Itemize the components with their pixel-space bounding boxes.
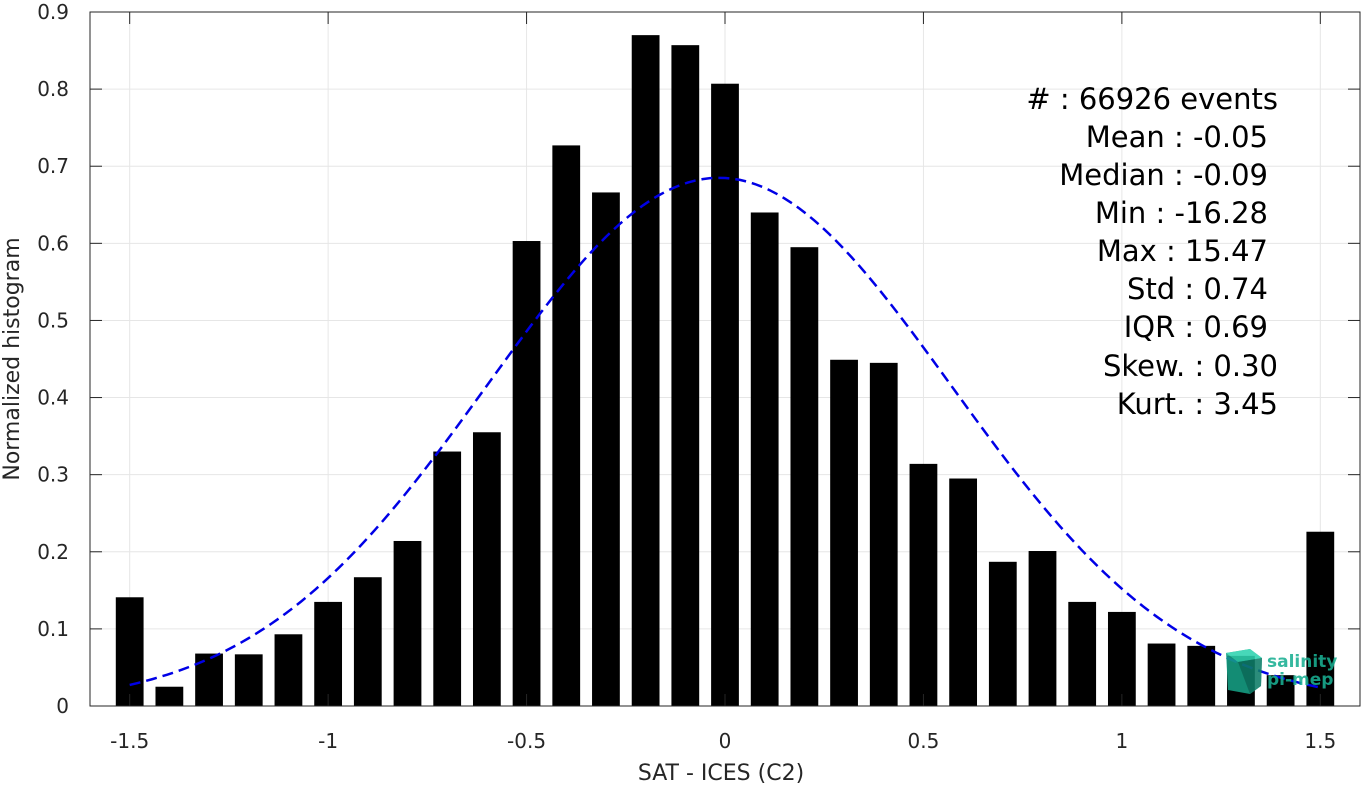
stat-events: # : 66926 events — [1026, 82, 1278, 116]
histogram-bar — [1107, 611, 1136, 706]
histogram-bar — [195, 653, 223, 706]
x-tick-label: 1.5 — [1304, 729, 1336, 753]
histogram-bar — [314, 601, 343, 706]
logo-text-salinity: salinity — [1267, 652, 1337, 672]
histogram-bar — [433, 451, 462, 706]
histogram-bar — [1306, 531, 1335, 706]
histogram-bar — [353, 577, 382, 706]
y-tick-label: 0 — [56, 694, 69, 718]
histogram-bar — [949, 478, 978, 706]
y-tick-label: 0.6 — [37, 231, 69, 255]
histogram-bar — [552, 145, 581, 706]
x-tick-label: 0 — [719, 729, 732, 753]
x-tick-label: -1.5 — [110, 729, 149, 753]
histogram-bar — [711, 83, 739, 707]
gaussian-fit-line — [129, 176, 1321, 689]
histogram-bar — [869, 362, 898, 706]
histogram-bar — [790, 247, 819, 706]
y-axis-label: Normalized histogram — [0, 237, 25, 480]
stat-kurt: Kurt. : 3.45 — [1117, 387, 1278, 421]
salinity-pimep-logo: salinity pi-mep — [1226, 649, 1337, 694]
gaussian-fit — [129, 176, 1321, 689]
histogram-bar — [393, 540, 422, 706]
y-tick-label: 0.4 — [37, 386, 69, 410]
histogram-bar — [234, 654, 263, 706]
y-tick-label: 0.1 — [37, 617, 69, 641]
logo-text-pimep: pi-mep — [1267, 670, 1333, 690]
stat-max: Max : 15.47 — [1097, 234, 1268, 268]
y-tick-label: 0.5 — [37, 308, 69, 332]
stat-std: Std : 0.74 — [1127, 272, 1268, 306]
stat-mean: Mean : -0.05 — [1086, 120, 1268, 154]
histogram-bar — [671, 45, 700, 706]
histogram-bar — [115, 597, 144, 706]
x-tick-label: -0.5 — [507, 729, 546, 753]
histogram-bar — [988, 561, 1017, 706]
histogram-bar — [592, 192, 620, 706]
histogram-bar — [1266, 675, 1295, 706]
stat-min: Min : -16.28 — [1095, 196, 1268, 230]
x-tick-label: 0.5 — [908, 729, 940, 753]
stat-skew: Skew. : 0.30 — [1103, 349, 1278, 383]
histogram-bar — [830, 359, 858, 706]
histogram-bars — [115, 35, 1335, 707]
histogram-bar — [1187, 645, 1216, 706]
x-tick-label: 1 — [1116, 729, 1129, 753]
histogram-bar — [274, 634, 303, 706]
histogram-bar — [512, 241, 541, 706]
stat-median: Median : -0.09 — [1059, 158, 1268, 192]
histogram-bar — [155, 686, 184, 706]
y-tick-label: 0.2 — [37, 540, 69, 564]
y-tick-label: 0.3 — [37, 463, 69, 487]
x-tick-label: -1 — [318, 729, 338, 753]
histogram-bar — [631, 35, 660, 706]
y-tick-label: 0.7 — [37, 154, 69, 178]
logo-cube-face-icon — [1226, 649, 1262, 662]
logo-cube-side-icon — [1238, 658, 1262, 694]
axis-ticks: -1.5 -1 -0.5 0 0.5 1 1.5 0 0.1 0.2 0.3 0.4 0.5 0.6 0.7… — [37, 0, 1360, 753]
histogram-bar — [472, 432, 501, 706]
histogram-bar — [750, 212, 779, 706]
histogram-bar — [1028, 551, 1057, 706]
statistics-box: # : 66926 events Mean : -0.05 Median : -… — [1026, 82, 1278, 421]
histogram-bar — [909, 463, 938, 706]
x-axis-label: SAT - ICES (C2) — [638, 761, 804, 785]
y-tick-label: 0.8 — [37, 77, 69, 101]
histogram-bar — [1147, 643, 1176, 706]
histogram-bar — [1068, 601, 1097, 706]
stat-iqr: IQR : 0.69 — [1124, 310, 1268, 344]
y-tick-label: 0.9 — [37, 0, 69, 24]
